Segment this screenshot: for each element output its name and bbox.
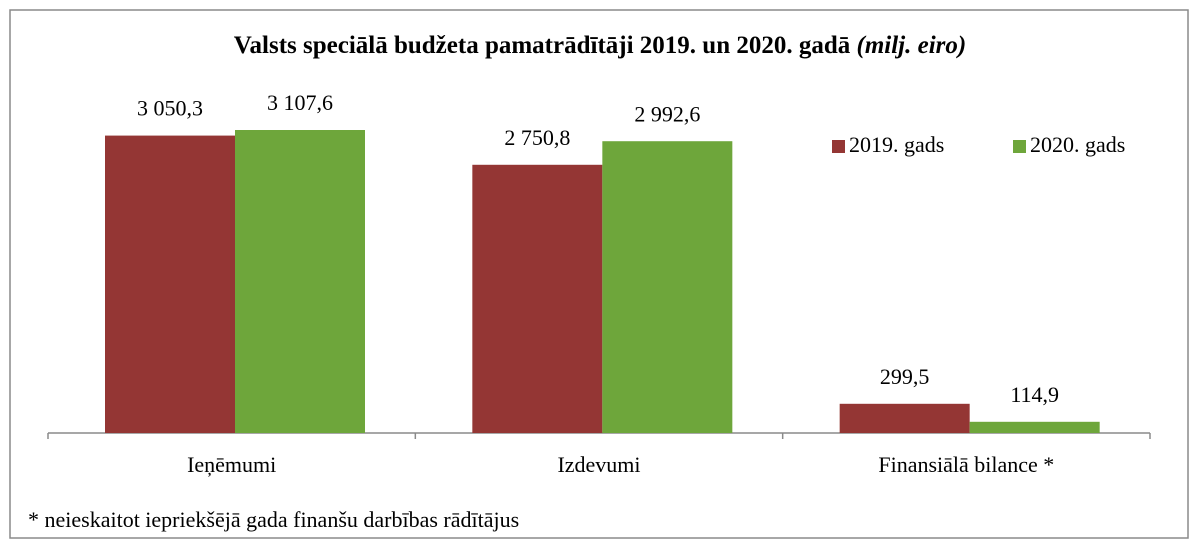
bar — [472, 164, 603, 433]
bar — [969, 421, 1100, 433]
data-label: 299,5 — [880, 364, 930, 389]
data-label: 114,9 — [1010, 382, 1059, 407]
data-label: 3 107,6 — [267, 90, 333, 115]
legend-label: 2019. gads — [849, 132, 944, 157]
x-tick-label: Finansiālā bilance * — [878, 452, 1054, 477]
footnote: * neieskaitot iepriekšējā gada finanšu d… — [28, 507, 519, 532]
data-label: 3 050,3 — [137, 96, 203, 121]
bar — [839, 403, 970, 433]
bar — [602, 141, 733, 433]
title-text: Valsts speciālā budžeta pamatrādītāji 20… — [234, 32, 851, 59]
legend-label: 2020. gads — [1030, 132, 1125, 157]
legend-swatch — [832, 140, 845, 153]
title-unit: (milj. eiro) — [857, 32, 967, 59]
bar — [235, 130, 365, 433]
bar — [105, 135, 235, 433]
data-label: 2 750,8 — [504, 125, 570, 150]
chart-title: Valsts speciālā budžeta pamatrādītāji 20… — [234, 32, 966, 59]
legend-swatch — [1013, 140, 1026, 153]
data-label: 2 992,6 — [634, 101, 700, 126]
x-tick-label: Izdevumi — [557, 452, 640, 477]
x-tick-label: Ieņēmumi — [187, 452, 276, 477]
